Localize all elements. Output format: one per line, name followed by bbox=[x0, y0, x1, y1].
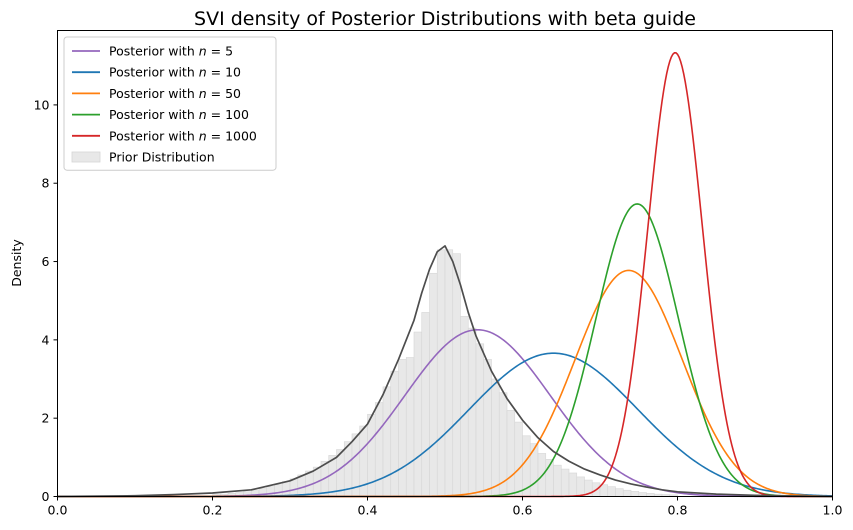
hist-bar bbox=[630, 491, 640, 497]
legend: Posterior with n = 5 Posterior with n = 1… bbox=[63, 36, 277, 171]
hist-bar bbox=[599, 484, 609, 497]
hist-bar bbox=[483, 359, 492, 497]
hist-bar bbox=[382, 386, 392, 497]
hist-bar bbox=[436, 249, 446, 497]
hist-bar bbox=[622, 489, 632, 497]
x-tick-label: 0.0 bbox=[48, 503, 68, 518]
y-tick-label: 4 bbox=[42, 332, 50, 347]
hist-bar bbox=[374, 402, 384, 497]
hist-bar bbox=[289, 478, 299, 497]
legend-box bbox=[63, 36, 277, 171]
hist-bar bbox=[576, 476, 585, 497]
y-tick-label: 2 bbox=[42, 411, 50, 426]
hist-bar bbox=[413, 331, 423, 497]
x-tick-label: 0.4 bbox=[358, 503, 378, 518]
hist-bar bbox=[553, 464, 562, 497]
hist-bar bbox=[491, 378, 500, 497]
y-tick-label: 8 bbox=[42, 176, 50, 191]
hist-bar bbox=[607, 486, 616, 497]
x-tick-label: 0.8 bbox=[668, 503, 688, 518]
hist-bar bbox=[266, 486, 275, 497]
legend-label-1: Posterior with n = 10 bbox=[109, 65, 241, 80]
hist-bar bbox=[560, 468, 570, 497]
hist-bar bbox=[405, 357, 415, 497]
x-axis: 0.0 0.2 0.4 0.6 0.8 1.0 bbox=[48, 496, 843, 518]
hist-bar bbox=[274, 484, 283, 497]
legend-label-4: Posterior with n = 1000 bbox=[109, 128, 257, 143]
hist-bar bbox=[460, 316, 469, 497]
x-tick-label: 1.0 bbox=[823, 503, 843, 518]
y-axis: 0 2 4 6 8 10 bbox=[34, 97, 58, 504]
x-tick-label: 0.2 bbox=[203, 503, 223, 518]
y-axis-label: Density bbox=[9, 239, 24, 287]
hist-bar bbox=[514, 421, 523, 497]
hist-bar bbox=[467, 327, 477, 497]
hist-bar bbox=[429, 272, 438, 497]
x-tick-label: 0.6 bbox=[513, 503, 533, 518]
hist-bar bbox=[615, 488, 624, 497]
hist-bar bbox=[281, 481, 291, 497]
hist-bar bbox=[444, 249, 454, 497]
hist-bar bbox=[506, 410, 516, 497]
legend-label-prior: Prior Distribution bbox=[109, 150, 215, 165]
hist-bar bbox=[475, 343, 485, 497]
chart-title: SVI density of Posterior Distributions w… bbox=[194, 8, 696, 30]
hist-bar bbox=[297, 474, 306, 497]
prior-density-line bbox=[57, 245, 833, 498]
legend-label-2: Posterior with n = 50 bbox=[109, 86, 241, 101]
legend-label-0: Posterior with n = 5 bbox=[109, 44, 233, 59]
y-tick-label: 10 bbox=[34, 97, 50, 112]
y-tick-label: 0 bbox=[42, 489, 50, 504]
legend-swatch-prior bbox=[71, 151, 101, 163]
y-tick-label: 6 bbox=[42, 254, 50, 269]
hist-bar bbox=[452, 253, 461, 497]
legend-label-3: Posterior with n = 100 bbox=[109, 107, 249, 122]
hist-bar bbox=[529, 443, 539, 497]
hist-bar bbox=[638, 492, 647, 497]
hist-bar bbox=[568, 472, 578, 497]
hist-bar bbox=[390, 370, 399, 497]
hist-bar bbox=[398, 359, 407, 497]
plot-frame bbox=[57, 30, 833, 497]
hist-bar bbox=[421, 312, 430, 497]
